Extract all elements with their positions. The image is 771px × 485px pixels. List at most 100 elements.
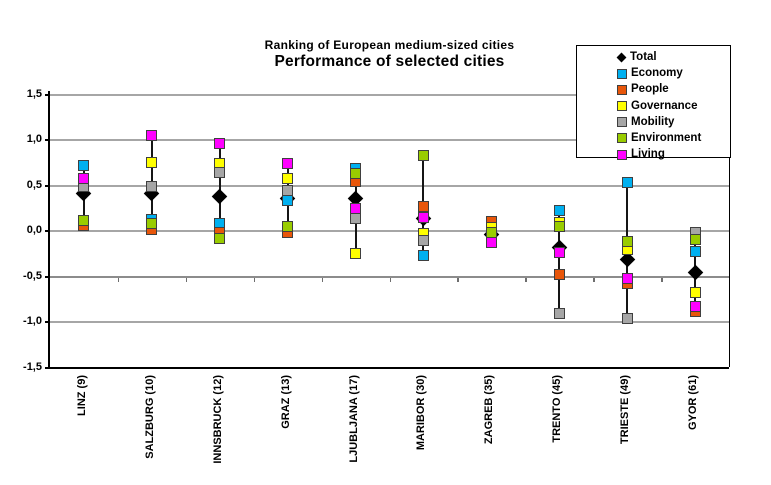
y-axis-label: -1,0 (23, 315, 42, 327)
category-axis-tick (321, 277, 324, 282)
marker-total-innsbruck-12 (211, 188, 228, 205)
marker-environment-gyor-61 (689, 233, 701, 245)
marker-living-salzburg-10 (146, 129, 158, 141)
legend-marker-people-icon (617, 84, 627, 95)
y-axis-tick (45, 275, 50, 278)
legend-item-mobility: Mobility (617, 115, 730, 130)
hi-lo-line-trento-45 (558, 210, 561, 314)
chart-title: Ranking of European medium-sized cities (264, 38, 515, 52)
x-axis-label-innsbruck-12: INNSBRUCK (12) (211, 375, 224, 464)
marker-living-gyor-61 (689, 301, 701, 313)
marker-living-trento-45 (553, 247, 565, 259)
marker-people-maribor-30 (417, 200, 429, 212)
x-axis-label-trieste-49: TRIESTE (49) (619, 375, 632, 445)
legend-label-total: Total (630, 51, 657, 63)
marker-governance-ljubljana-17 (350, 248, 362, 260)
legend-marker-mobility-icon (617, 117, 627, 128)
marker-living-trieste-49 (621, 272, 633, 284)
marker-governance-graz-13 (282, 172, 294, 184)
legend-marker-environment-icon (617, 133, 627, 144)
y-axis-label: 0,0 (26, 224, 42, 236)
gridline (50, 93, 729, 96)
marker-environment-trento-45 (553, 220, 565, 232)
chart-subtitle: Performance of selected cities (274, 53, 505, 70)
y-axis-tick (45, 93, 50, 96)
marker-living-zagreb-35 (485, 237, 497, 249)
marker-mobility-ljubljana-17 (350, 212, 362, 224)
x-axis-label-zagreb-35: ZAGREB (35) (483, 375, 496, 445)
category-axis-tick (457, 277, 459, 282)
marker-living-linz-9 (78, 172, 90, 184)
category-axis-tick (661, 277, 663, 282)
legend-label-environment: Environment (631, 131, 702, 144)
y-axis-tick (45, 184, 50, 187)
marker-living-innsbruck-12 (214, 138, 226, 150)
y-axis-label: -1,5 (23, 360, 42, 373)
marker-economy-graz-13 (282, 194, 294, 206)
x-axis-label-maribor-30: MARIBOR (30) (415, 375, 428, 451)
marker-governance-gyor-61 (689, 287, 701, 299)
legend-item-people: People (617, 82, 730, 97)
x-axis-label-linz-9: LINZ (9) (75, 375, 88, 416)
gridline (50, 275, 729, 278)
x-axis-label-salzburg-10: SALZBURG (10) (143, 375, 156, 459)
category-axis-tick (525, 277, 527, 282)
chart-legend: Total Economy People Governance Mobility Envi… (576, 45, 731, 160)
legend-marker-governance-icon (617, 101, 627, 112)
y-axis-tick (45, 366, 50, 369)
marker-mobility-trento-45 (553, 308, 565, 320)
marker-environment-salzburg-10 (146, 218, 158, 230)
x-axis-label-ljubljana-17: LJUBLJANA (17) (347, 375, 360, 463)
marker-total-gyor-61 (687, 265, 703, 281)
y-axis-label: -0,5 (23, 269, 42, 282)
legend-marker-total-icon (616, 52, 627, 63)
marker-mobility-trieste-49 (621, 312, 633, 324)
plot-right-border (729, 93, 730, 367)
legend-item-environment: Environment (617, 131, 730, 146)
x-axis-label-gyor-61: GYOR (61) (687, 375, 700, 431)
marker-environment-maribor-30 (417, 149, 429, 161)
category-axis-tick (117, 277, 120, 282)
x-axis-label-trento-45: TRENTO (45) (551, 375, 564, 443)
x-axis-line (50, 367, 729, 369)
marker-environment-trieste-49 (621, 236, 633, 248)
legend-marker-economy-icon (617, 68, 627, 79)
marker-living-ljubljana-17 (350, 202, 362, 214)
x-axis-label-graz-13: GRAZ (13) (279, 375, 292, 429)
legend-item-economy: Economy (617, 66, 730, 81)
marker-living-graz-13 (282, 158, 294, 170)
marker-governance-salzburg-10 (146, 157, 158, 169)
y-axis-label: 1,0 (26, 133, 42, 145)
y-axis-line (48, 91, 50, 369)
marker-environment-linz-9 (78, 215, 90, 227)
gridline (50, 184, 729, 187)
category-axis-tick (253, 277, 256, 282)
y-axis-tick (45, 230, 50, 232)
y-axis-tick (45, 321, 50, 323)
category-axis-tick (593, 277, 595, 282)
marker-mobility-graz-13 (282, 184, 294, 196)
legend-label-economy: Economy (631, 67, 683, 80)
legend-label-governance: Governance (631, 99, 698, 112)
legend-label-people: People (631, 83, 669, 96)
legend-item-total: Total (616, 50, 730, 65)
marker-mobility-maribor-30 (417, 234, 429, 246)
marker-environment-graz-13 (282, 220, 294, 232)
legend-item-governance: Governance (617, 99, 730, 114)
marker-mobility-salzburg-10 (146, 180, 158, 192)
legend-item-living: Living (617, 147, 730, 162)
marker-environment-ljubljana-17 (350, 168, 362, 180)
category-axis-tick (185, 277, 188, 282)
y-axis-label: 0,5 (26, 178, 42, 191)
chart-title-block: Ranking of European medium-sized cities … (50, 38, 729, 71)
y-axis-tick (45, 139, 50, 141)
legend-label-living: Living (631, 148, 665, 161)
marker-economy-linz-9 (78, 159, 90, 171)
marker-environment-innsbruck-12 (214, 232, 226, 244)
y-axis-label: 1,5 (26, 87, 42, 100)
marker-living-maribor-30 (417, 211, 429, 223)
legend-label-mobility: Mobility (631, 115, 675, 128)
gridline (50, 321, 729, 323)
